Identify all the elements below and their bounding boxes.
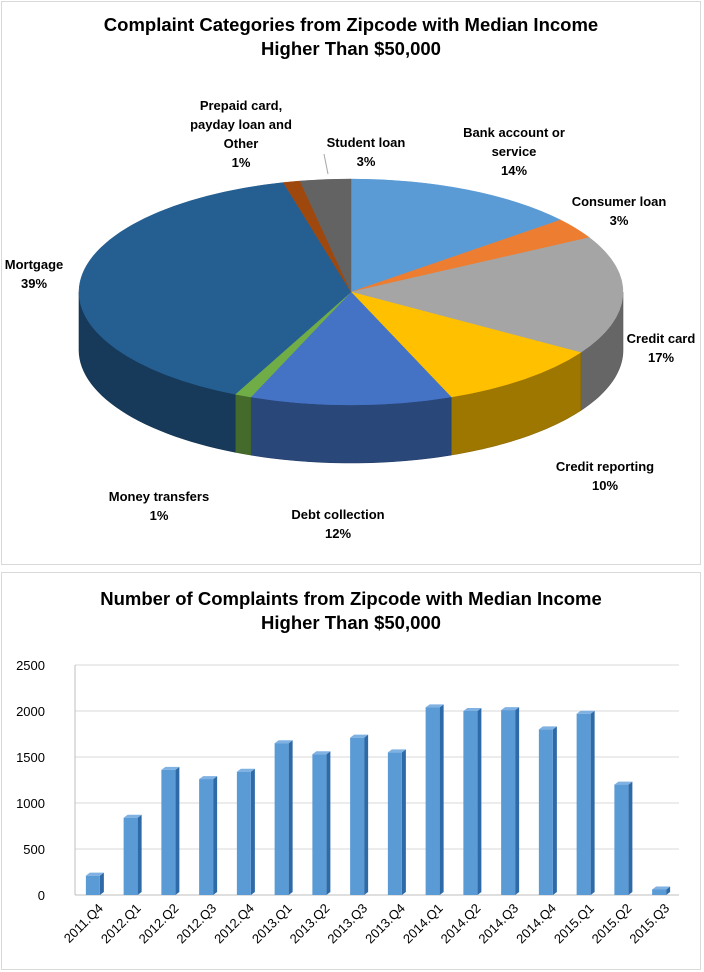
pie-label-6: Mortgage 39% — [5, 257, 64, 291]
y-axis-ticks: 0 500 1000 1500 2000 2500 — [16, 658, 45, 903]
pie-slice-0 — [350, 178, 562, 293]
y-tick-label: 0 — [38, 888, 45, 903]
student-loan-leader-line — [323, 153, 329, 175]
x-tick-label: 2013.Q4 — [362, 901, 408, 947]
bars — [85, 704, 671, 895]
bar-2014.Q2 — [463, 708, 482, 895]
pie-title-line1: Complaint Categories from Zipcode with M… — [103, 14, 599, 35]
x-tick-label: 2013.Q2 — [287, 901, 333, 947]
x-tick-label: 2014.Q4 — [513, 901, 559, 947]
bar-2012.Q2 — [161, 766, 180, 895]
bar-2011.Q4 — [85, 872, 104, 895]
x-tick-label: 2011.Q4 — [61, 901, 106, 946]
pie-side-4 — [250, 396, 452, 464]
bar-2014.Q1 — [425, 704, 444, 895]
bar-2015.Q2 — [614, 781, 633, 895]
bar-2013.Q2 — [312, 751, 331, 895]
x-tick-label: 2014.Q1 — [400, 901, 446, 947]
bar-2014.Q3 — [501, 707, 520, 895]
bar-2012.Q4 — [236, 768, 255, 895]
bar-2013.Q3 — [350, 734, 369, 895]
pie-label-2: Credit card 17% — [627, 331, 696, 365]
x-tick-label: 2012.Q4 — [211, 901, 257, 947]
y-tick-label: 2500 — [16, 658, 45, 673]
pie-chart: Bank account or service 14%Consumer loan 3%… — [5, 98, 696, 541]
bar-2012.Q3 — [199, 776, 218, 895]
pie-side-5 — [234, 393, 252, 456]
pie-label-4: Debt collection 12% — [291, 507, 384, 541]
y-tick-label: 1000 — [16, 796, 45, 811]
bar-2012.Q1 — [123, 814, 142, 895]
pie-label-0: Bank account or service 14% — [463, 125, 565, 178]
x-tick-label: 2014.Q2 — [438, 901, 484, 947]
bar-title-line2: Higher Than $50,000 — [261, 612, 441, 633]
pie-slice-6 — [78, 182, 352, 395]
pie-label-8: Student loan 3% — [327, 135, 406, 169]
x-tick-label: 2013.Q3 — [324, 901, 370, 947]
bar-chart-title: Number of Complaints from Zipcode with M… — [2, 587, 700, 635]
x-tick-label: 2014.Q3 — [475, 901, 521, 947]
pie-slices — [78, 178, 624, 406]
x-tick-label: 2013.Q1 — [249, 901, 295, 947]
pie-slice-3 — [350, 291, 582, 398]
bar-2013.Q1 — [274, 740, 293, 895]
bar-chart-panel: Number of Complaints from Zipcode with M… — [1, 572, 701, 970]
pie-chart-panel: Complaint Categories from Zipcode with M… — [1, 1, 701, 565]
bar-chart: 050010001500200025002011.Q42012.Q12012.Q… — [16, 658, 679, 947]
y-tick-label: 500 — [23, 842, 45, 857]
x-tick-label: 2015.Q1 — [551, 901, 597, 947]
bar-2015.Q1 — [576, 710, 595, 895]
pie-labels: Bank account or service 14%Consumer loan 3%… — [5, 98, 696, 541]
x-tick-label: 2012.Q2 — [136, 901, 182, 947]
pie-label-7: Prepaid card, payday loan and Other 1% — [190, 98, 292, 170]
pie-chart-title: Complaint Categories from Zipcode with M… — [2, 13, 700, 61]
pie-label-1: Consumer loan 3% — [572, 194, 667, 228]
pie-slice-8 — [299, 178, 352, 293]
pie-side-walls — [78, 291, 624, 464]
pie-label-5: Money transfers 1% — [109, 489, 209, 523]
bar-title-line1: Number of Complaints from Zipcode with M… — [100, 588, 602, 609]
pie-slice-4 — [250, 291, 452, 406]
pie-slice-2 — [350, 237, 624, 353]
x-tick-label: 2012.Q3 — [173, 901, 219, 947]
bar-2015.Q3 — [652, 886, 671, 895]
x-tick-label: 2012.Q1 — [98, 901, 144, 947]
bar-2014.Q4 — [538, 726, 557, 895]
y-tick-label: 1500 — [16, 750, 45, 765]
pie-title-line2: Higher Than $50,000 — [261, 38, 441, 59]
x-axis-labels: 2011.Q42012.Q12012.Q22012.Q32012.Q42013.… — [61, 901, 672, 947]
y-tick-label: 2000 — [16, 704, 45, 719]
x-tick-label: 2015.Q3 — [626, 901, 672, 947]
bar-2013.Q4 — [387, 749, 406, 895]
pie-label-3: Credit reporting 10% — [556, 459, 654, 493]
x-tick-label: 2015.Q2 — [589, 901, 635, 947]
